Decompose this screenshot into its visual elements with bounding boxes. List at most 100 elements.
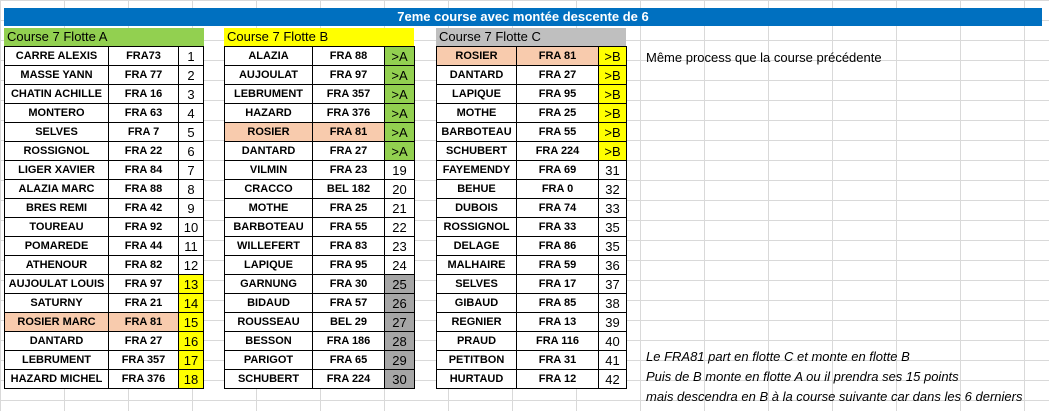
position-cell[interactable]: >B	[598, 65, 627, 85]
position-cell[interactable]: >B	[598, 122, 627, 142]
position-cell[interactable]: 32	[598, 179, 627, 199]
sail-number-cell[interactable]: FRA 357	[108, 350, 179, 370]
note-process[interactable]: Même process que la course précédente	[646, 50, 882, 65]
sail-number-cell[interactable]: FRA 27	[312, 141, 385, 161]
sailor-name-cell[interactable]: REGNIER	[436, 312, 517, 332]
sail-number-cell[interactable]: FRA 27	[516, 65, 599, 85]
position-cell[interactable]: 39	[598, 312, 627, 332]
sail-number-cell[interactable]: FRA 59	[516, 255, 599, 275]
sail-number-cell[interactable]: FRA 57	[312, 293, 385, 313]
sailor-name-cell[interactable]: VILMIN	[224, 160, 313, 180]
position-cell[interactable]: 10	[178, 217, 204, 237]
position-cell[interactable]: 38	[598, 293, 627, 313]
sailor-name-cell[interactable]: HAZARD	[224, 103, 313, 123]
sailor-name-cell[interactable]: MOTHE	[224, 198, 313, 218]
sailor-name-cell[interactable]: SCHUBERT	[224, 369, 313, 389]
sailor-name-cell[interactable]: ROSSIGNOL	[436, 217, 517, 237]
sail-number-cell[interactable]: FRA 25	[516, 103, 599, 123]
sail-number-cell[interactable]: FRA 88	[108, 179, 179, 199]
position-cell[interactable]: 36	[598, 255, 627, 275]
position-cell[interactable]: >B	[598, 46, 627, 66]
sail-number-cell[interactable]: FRA 85	[516, 293, 599, 313]
sailor-name-cell[interactable]: CHATIN ACHILLE	[4, 84, 109, 104]
position-cell[interactable]: 5	[178, 122, 204, 142]
position-cell[interactable]: 35	[598, 217, 627, 237]
sailor-name-cell[interactable]: PRAUD	[436, 331, 517, 351]
sailor-name-cell[interactable]: BRES REMI	[4, 198, 109, 218]
position-cell[interactable]: 29	[384, 350, 415, 370]
sail-number-cell[interactable]: BEL 29	[312, 312, 385, 332]
position-cell[interactable]: >A	[384, 122, 415, 142]
sailor-name-cell[interactable]: DANTARD	[4, 331, 109, 351]
position-cell[interactable]: 11	[178, 236, 204, 256]
sailor-name-cell[interactable]: BEHUE	[436, 179, 517, 199]
sailor-name-cell[interactable]: ALAZIA MARC	[4, 179, 109, 199]
sail-number-cell[interactable]: FRA 95	[312, 255, 385, 275]
sail-number-cell[interactable]: FRA 186	[312, 331, 385, 351]
position-cell[interactable]: >A	[384, 46, 415, 66]
sailor-name-cell[interactable]: ROUSSEAU	[224, 312, 313, 332]
sail-number-cell[interactable]: FRA 27	[108, 331, 179, 351]
position-cell[interactable]: 15	[178, 312, 204, 332]
sail-number-cell[interactable]: FRA 81	[312, 122, 385, 142]
position-cell[interactable]: 33	[598, 198, 627, 218]
sailor-name-cell[interactable]: ALAZIA	[224, 46, 313, 66]
position-cell[interactable]: 26	[384, 293, 415, 313]
sail-number-cell[interactable]: FRA 86	[516, 236, 599, 256]
sail-number-cell[interactable]: FRA 116	[516, 331, 599, 351]
position-cell[interactable]: 22	[384, 217, 415, 237]
sail-number-cell[interactable]: FRA 17	[516, 274, 599, 294]
sailor-name-cell[interactable]: ATHENOUR	[4, 255, 109, 275]
sailor-name-cell[interactable]: HURTAUD	[436, 369, 517, 389]
position-cell[interactable]: 40	[598, 331, 627, 351]
sailor-name-cell[interactable]: MALHAIRE	[436, 255, 517, 275]
race-banner[interactable]: 7eme course avec montée descente de 6	[4, 8, 1042, 26]
note-line-2[interactable]: Puis de B monte en flotte A ou il prendr…	[646, 369, 959, 384]
position-cell[interactable]: 12	[178, 255, 204, 275]
sailor-name-cell[interactable]: PETITBON	[436, 350, 517, 370]
position-cell[interactable]: 27	[384, 312, 415, 332]
position-cell[interactable]: 35	[598, 236, 627, 256]
sailor-name-cell[interactable]: BIDAUD	[224, 293, 313, 313]
sail-number-cell[interactable]: FRA 55	[516, 122, 599, 142]
sailor-name-cell[interactable]: CRACCO	[224, 179, 313, 199]
sail-number-cell[interactable]: FRA 84	[108, 160, 179, 180]
sail-number-cell[interactable]: FRA 224	[312, 369, 385, 389]
sail-number-cell[interactable]: FRA 357	[312, 84, 385, 104]
sail-number-cell[interactable]: FRA 77	[108, 65, 179, 85]
sailor-name-cell[interactable]: BESSON	[224, 331, 313, 351]
position-cell[interactable]: 17	[178, 350, 204, 370]
position-cell[interactable]: 41	[598, 350, 627, 370]
sail-number-cell[interactable]: FRA 22	[108, 141, 179, 161]
sailor-name-cell[interactable]: SELVES	[4, 122, 109, 142]
position-cell[interactable]: 13	[178, 274, 204, 294]
sail-number-cell[interactable]: FRA 63	[108, 103, 179, 123]
position-cell[interactable]: 18	[178, 369, 204, 389]
position-cell[interactable]: 2	[178, 65, 204, 85]
position-cell[interactable]: 24	[384, 255, 415, 275]
position-cell[interactable]: 7	[178, 160, 204, 180]
sailor-name-cell[interactable]: ROSIER MARC	[4, 312, 109, 332]
position-cell[interactable]: 14	[178, 293, 204, 313]
sailor-name-cell[interactable]: SATURNY	[4, 293, 109, 313]
sailor-name-cell[interactable]: GIBAUD	[436, 293, 517, 313]
position-cell[interactable]: 1	[178, 46, 204, 66]
fleet-c-title[interactable]: Course 7 Flotte C	[436, 28, 626, 46]
sail-number-cell[interactable]: FRA 30	[312, 274, 385, 294]
position-cell[interactable]: >A	[384, 141, 415, 161]
sailor-name-cell[interactable]: HAZARD MICHEL	[4, 369, 109, 389]
sailor-name-cell[interactable]: BARBOTEAU	[224, 217, 313, 237]
sail-number-cell[interactable]: FRA 31	[516, 350, 599, 370]
sail-number-cell[interactable]: FRA 74	[516, 198, 599, 218]
sailor-name-cell[interactable]: ROSIER	[436, 46, 517, 66]
sail-number-cell[interactable]: FRA 88	[312, 46, 385, 66]
position-cell[interactable]: 19	[384, 160, 415, 180]
sailor-name-cell[interactable]: LAPIQUE	[436, 84, 517, 104]
sail-number-cell[interactable]: FRA 42	[108, 198, 179, 218]
sail-number-cell[interactable]: FRA 25	[312, 198, 385, 218]
position-cell[interactable]: 6	[178, 141, 204, 161]
position-cell[interactable]: >B	[598, 141, 627, 161]
sail-number-cell[interactable]: FRA73	[108, 46, 179, 66]
sailor-name-cell[interactable]: CARRE ALEXIS	[4, 46, 109, 66]
sail-number-cell[interactable]: FRA 12	[516, 369, 599, 389]
